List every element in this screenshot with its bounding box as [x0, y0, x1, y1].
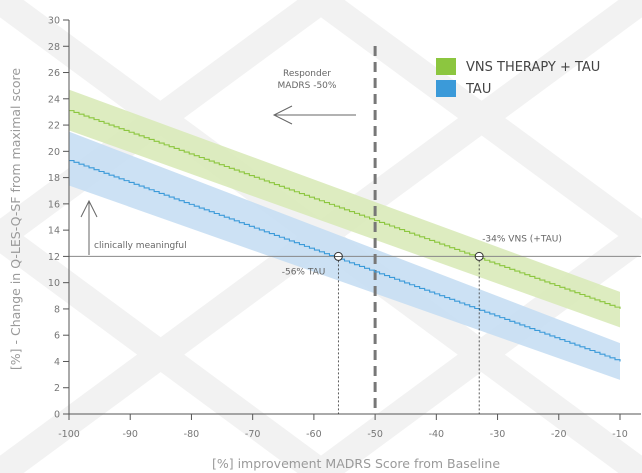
x-tick-label: -60: [306, 429, 322, 440]
responder-arrow: [272, 105, 356, 125]
legend-swatch: [436, 80, 456, 97]
y-axis-title: [%] - Change in Q-LES-Q-SF from maximal …: [8, 68, 23, 370]
legend: VNS THERAPY + TAU TAU: [436, 58, 600, 97]
y-tick-label: 0: [54, 410, 60, 421]
y-tick-label: 18: [48, 173, 60, 184]
marker-label: -34% VNS (+TAU): [482, 234, 562, 244]
x-tick-label: -30: [490, 429, 506, 440]
y-tick-label: 14: [48, 226, 60, 237]
y-tick-label: 16: [48, 199, 60, 210]
y-tick-label: 10: [48, 278, 60, 289]
line-tau: [69, 159, 621, 362]
responder-label-line2: MADRS -50%: [278, 81, 337, 91]
y-tick-label: 20: [48, 147, 60, 158]
marker-label: -56% TAU: [282, 267, 326, 277]
legend-label: VNS THERAPY + TAU: [466, 60, 600, 75]
band-tau: [69, 131, 620, 380]
y-tick-label: 30: [48, 16, 60, 27]
y-tick-label: 8: [54, 304, 60, 315]
y-tick-label: 4: [54, 357, 60, 368]
y-tick-label: 6: [54, 331, 60, 342]
y-tick-label: 26: [48, 68, 60, 79]
y-tick-label: 22: [48, 121, 60, 132]
y-tick-label: 28: [48, 42, 60, 53]
x-tick-label: -100: [58, 429, 80, 440]
x-tick-label: -40: [429, 429, 445, 440]
y-tick-label: 12: [48, 252, 60, 263]
y-tick-label: 2: [54, 383, 60, 394]
x-tick-label: -50: [367, 429, 383, 440]
x-tick-label: -70: [245, 429, 261, 440]
reference-lines: [69, 46, 641, 414]
x-tick-label: -80: [184, 429, 200, 440]
series-lines: [69, 110, 621, 362]
x-ticks: -100 -90 -80 -70 -60 -50 -40 -30 -20 -10: [58, 414, 628, 440]
legend-label: TAU: [465, 82, 491, 97]
x-tick-label: -90: [122, 429, 138, 440]
clinical-label: clinically meaningful: [94, 241, 187, 251]
responder-label-line1: Responder: [283, 69, 331, 79]
legend-swatch: [436, 58, 456, 75]
x-tick-label: -20: [551, 429, 567, 440]
axes: [68, 20, 641, 415]
annotations: Responder MADRS -50% clinically meaningf…: [80, 69, 356, 255]
markers: -56% TAU -34% VNS (+TAU): [282, 234, 562, 414]
x-axis-title: [%] improvement MADRS Score from Baselin…: [212, 456, 500, 471]
line-vns: [69, 110, 621, 309]
clinical-arrow: [80, 199, 98, 255]
x-tick-label: -10: [612, 429, 628, 440]
y-tick-label: 24: [48, 94, 60, 105]
